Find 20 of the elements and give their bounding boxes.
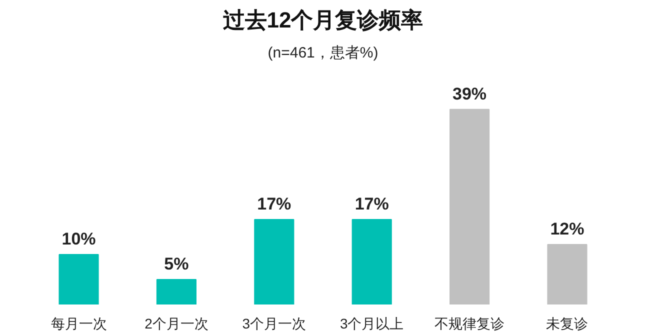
chart-subtitle: (n=461，患者%) [268,44,378,62]
x-tick-label: 3个月一次 [242,316,306,332]
data-label: 17% [354,194,389,214]
bar [156,278,196,304]
bar [450,108,490,304]
x-tick-label: 未复诊 [546,316,588,332]
bar [547,244,588,304]
bar [58,254,99,304]
bar [352,218,392,304]
data-label: 39% [452,84,487,104]
x-tick-label: 2个月一次 [144,316,208,332]
x-tick-label: 不规律复诊 [434,316,505,332]
bar [254,218,294,304]
data-label: 17% [257,194,292,214]
chart-title: 过去12个月复诊频率 [222,8,424,32]
x-tick-label: 3个月以上 [340,316,404,332]
data-label: 10% [62,229,96,248]
x-tick-label: 每月一次 [50,316,107,332]
data-label: 12% [550,219,584,238]
data-label: 5% [164,254,189,274]
